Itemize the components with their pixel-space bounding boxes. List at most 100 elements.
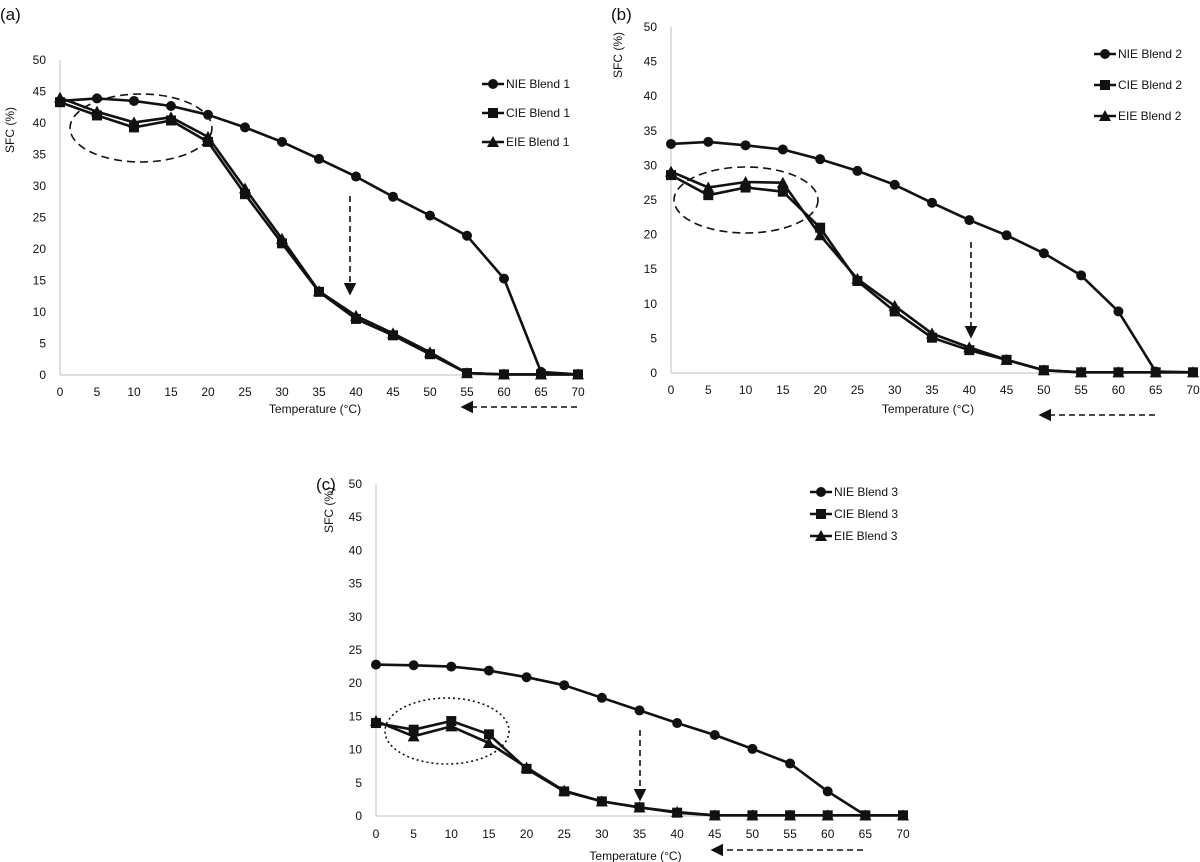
data-point [276,232,288,244]
data-point [166,100,176,111]
data-point [499,273,509,284]
data-point [671,806,684,818]
y-tick-label: 25 [33,211,47,225]
series-line [59,96,578,376]
x-tick-label: 50 [746,827,760,841]
data-point [572,368,584,380]
highlight-ellipse [673,166,819,234]
data-point [784,809,797,821]
y-axis-title: SFC (%) [3,107,17,153]
data-point [240,189,250,200]
series-line [59,97,579,376]
legend-entry: CIE Blend 2 [1094,78,1182,92]
data-point [461,367,473,379]
x-axis-title: Temperature (°C) [882,402,974,416]
data-point [129,95,139,106]
data-point [425,210,435,221]
data-point [777,144,788,155]
x-tick-label: 30 [595,827,609,841]
x-tick-label: 0 [57,385,64,399]
data-point [963,341,976,353]
data-point [483,665,494,676]
x-tick-label: 20 [813,383,827,397]
data-point [739,176,752,188]
x-axis-title: Temperature (°C) [589,849,681,862]
x-tick-label: 55 [1074,383,1088,397]
y-tick-label: 50 [644,20,658,34]
legend-label: NIE Blend 2 [1118,47,1182,61]
data-point [746,809,759,821]
x-tick-label: 50 [1037,383,1051,397]
x-tick-label: 15 [482,827,496,841]
legend-marker [816,487,826,497]
series-square [55,97,583,380]
x-axis-title: Temperature (°C) [269,402,361,416]
y-tick-label: 45 [349,510,363,524]
data-point [785,758,796,769]
legend-entry: CIE Blend 3 [810,507,898,521]
x-tick-label: 45 [1000,383,1014,397]
y-tick-label: 35 [33,148,47,162]
y-tick-label: 0 [355,809,362,823]
data-point [521,672,532,683]
x-tick-label: 35 [925,383,939,397]
y-tick-label: 5 [355,776,362,790]
data-point [445,720,458,732]
data-point [1038,248,1049,259]
series-circle [371,659,908,821]
data-point [1037,364,1050,376]
y-tick-label: 40 [644,89,658,103]
data-point [313,285,325,297]
x-tick-label: 40 [670,827,684,841]
data-point [558,784,571,796]
x-tick-label: 10 [739,383,753,397]
data-point [407,730,420,742]
legend-entry: EIE Blend 3 [810,529,898,543]
y-tick-label: 10 [33,305,47,319]
y-tick-label: 30 [33,179,47,193]
x-tick-label: 70 [896,827,910,841]
data-point [535,368,547,380]
x-tick-label: 50 [423,385,437,399]
data-point [1076,270,1087,281]
data-point [1187,366,1199,378]
legend-label: EIE Blend 3 [834,529,898,543]
data-point [964,215,975,226]
data-point [633,801,646,813]
data-point [596,692,607,703]
legend-marker [488,108,498,118]
x-tick-label: 55 [460,385,474,399]
data-point [889,306,900,317]
y-tick-label: 20 [644,228,658,242]
legend-marker [487,136,499,147]
data-point [1000,353,1013,365]
highlight-ellipse [69,93,213,163]
x-tick-label: 20 [520,827,534,841]
x-tick-label: 10 [445,827,459,841]
legend-label: CIE Blend 3 [834,507,898,521]
data-point [240,122,250,133]
x-tick-label: 65 [859,827,873,841]
y-tick-label: 20 [349,676,363,690]
y-tick-label: 0 [650,366,657,380]
data-point [889,179,900,190]
data-point [888,299,901,311]
y-tick-label: 40 [33,116,47,130]
x-tick-label: 60 [821,827,835,841]
y-tick-label: 15 [349,709,363,723]
data-point [54,91,66,103]
y-tick-label: 20 [33,242,47,256]
y-axis-title: SFC (%) [322,487,336,533]
x-tick-label: 45 [708,827,722,841]
series-circle [666,136,1198,378]
data-point [128,116,140,128]
legend-label: EIE Blend 1 [506,135,570,149]
data-point [350,309,362,321]
x-tick-label: 5 [705,383,712,397]
data-point [446,661,457,672]
y-tick-label: 35 [349,577,363,591]
data-point [351,171,361,182]
legend-marker [488,79,498,89]
legend-marker [816,509,826,519]
